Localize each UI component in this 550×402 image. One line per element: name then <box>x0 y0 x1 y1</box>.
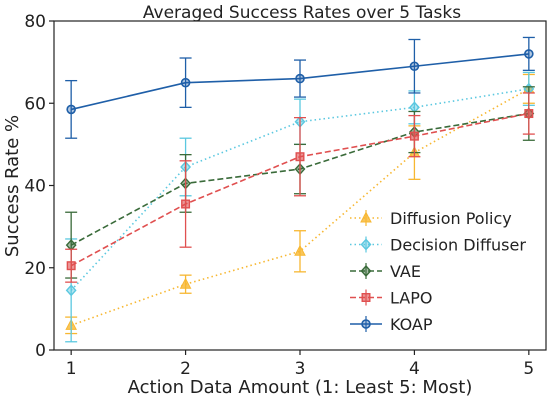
x-tick-label: 1 <box>66 359 77 379</box>
data-point <box>295 73 305 84</box>
y-tick-label: 20 <box>24 259 46 279</box>
legend-item-vae: VAE <box>350 262 421 281</box>
y-tick-label: 0 <box>35 341 46 361</box>
x-tick-label: 4 <box>409 359 420 379</box>
data-point <box>66 104 76 115</box>
legend-marker <box>361 319 371 329</box>
y-tick-label: 40 <box>24 177 46 197</box>
x-axis-title: Action Data Amount (1: Least 5: Most) <box>128 377 473 398</box>
legend-item-lapo: LAPO <box>350 289 432 308</box>
legend-item-diffusion-policy: Diffusion Policy <box>350 209 512 228</box>
legend-label: KOAP <box>390 315 433 334</box>
legend-marker <box>360 264 372 278</box>
data-point <box>66 261 76 271</box>
x-tick-label: 3 <box>295 359 306 379</box>
legend-marker <box>360 211 372 223</box>
data-point <box>409 131 419 141</box>
legend-label: VAE <box>390 262 421 281</box>
x-tick-label: 2 <box>180 359 191 379</box>
data-point <box>181 199 191 209</box>
legend: Diffusion Policy Decision Diffuser VAE LAPO… <box>350 209 526 334</box>
data-point <box>409 61 420 72</box>
legend-label: Decision Diffuser <box>390 236 526 255</box>
series-lapo <box>65 92 535 283</box>
legend-item-koap: KOAP <box>350 315 433 334</box>
data-point <box>179 277 192 289</box>
series-line-diffusion-policy <box>70 88 530 327</box>
data-point <box>180 77 191 88</box>
data-point <box>65 284 77 297</box>
series-koap <box>65 36 535 139</box>
legend-label: Diffusion Policy <box>390 209 512 228</box>
data-point <box>524 109 534 119</box>
y-tick-label: 60 <box>24 94 46 114</box>
legend-label: LAPO <box>390 289 432 308</box>
data-point <box>295 152 305 162</box>
y-tick-label: 80 <box>24 12 46 32</box>
data-point <box>294 244 306 256</box>
legend-item-decision-diffuser: Decision Diffuser <box>350 236 526 255</box>
legend-marker <box>360 238 372 251</box>
legend-marker <box>361 293 371 303</box>
x-tick-label: 5 <box>523 359 534 379</box>
chart-title: Averaged Success Rates over 5 Tasks <box>143 3 461 23</box>
data-point <box>524 49 534 59</box>
y-axis-title: Success Rate % <box>2 115 23 257</box>
